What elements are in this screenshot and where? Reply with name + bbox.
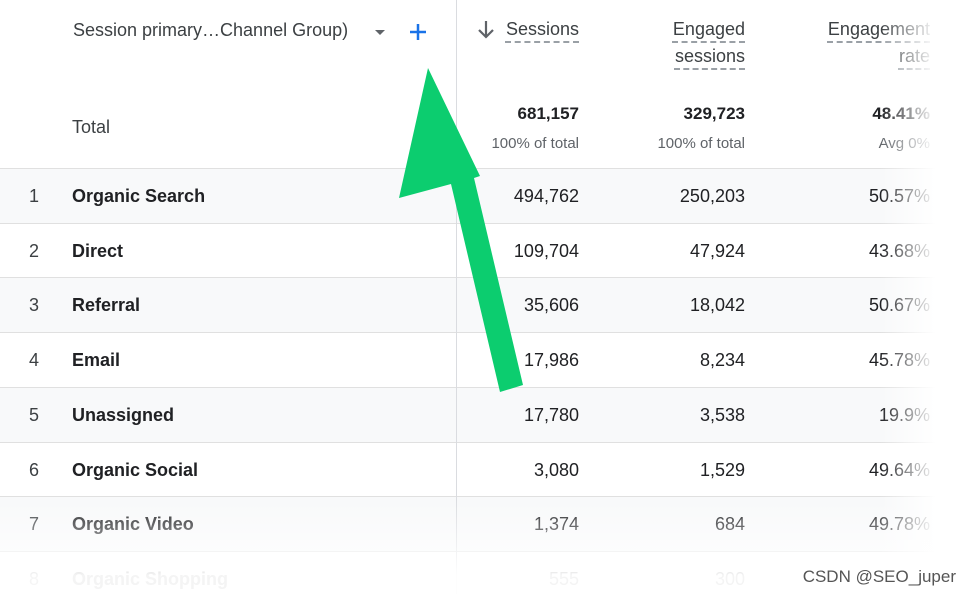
metric-value: 47,924 bbox=[689, 240, 745, 261]
right-fade bbox=[880, 0, 960, 594]
row-index: 3 bbox=[28, 295, 39, 316]
channel-name: Organic Social bbox=[72, 459, 199, 480]
total-value: 681,157 bbox=[517, 104, 579, 123]
sort-icon[interactable] bbox=[476, 18, 498, 42]
row-index: 5 bbox=[28, 404, 39, 425]
metric-value: 17,986 bbox=[523, 350, 579, 371]
watermark: CSDN @SEO_juper bbox=[802, 567, 956, 586]
channel-name: Unassigned bbox=[72, 404, 175, 425]
dropdown-icon[interactable] bbox=[375, 30, 385, 35]
channel-name: Direct bbox=[72, 240, 124, 261]
metric-value: 3,080 bbox=[533, 459, 579, 480]
total-note: 100% of total bbox=[657, 135, 745, 152]
row-index: 6 bbox=[28, 459, 39, 480]
metric-value: 18,042 bbox=[689, 295, 745, 316]
total-note: 100% of total bbox=[491, 135, 579, 152]
add-icon[interactable] bbox=[410, 24, 426, 40]
metric-value: 109,704 bbox=[513, 240, 579, 261]
metric-value: 8,234 bbox=[699, 350, 745, 371]
metric-value: 35,606 bbox=[523, 295, 579, 316]
dimension-header[interactable]: Session primary…Channel Group) bbox=[73, 20, 349, 40]
metric-value: 1,529 bbox=[699, 459, 745, 480]
channel-name: Email bbox=[72, 350, 121, 371]
column-divider bbox=[456, 0, 457, 594]
column-header[interactable]: Engaged sessions bbox=[672, 19, 745, 66]
metric-value: 494,762 bbox=[513, 186, 579, 206]
channel-name: Organic Search bbox=[72, 186, 206, 206]
row-index: 4 bbox=[28, 350, 39, 371]
metric-value: 250,203 bbox=[679, 186, 745, 206]
bottom-fade bbox=[0, 500, 960, 594]
total-label: Total bbox=[72, 117, 111, 137]
metric-value: 17,780 bbox=[523, 404, 579, 425]
row-index: 2 bbox=[28, 240, 39, 261]
row-index: 1 bbox=[28, 186, 39, 206]
metric-value: 3,538 bbox=[699, 404, 745, 425]
column-header[interactable]: Sessions bbox=[505, 19, 579, 39]
header-icons bbox=[375, 24, 426, 40]
channel-name: Referral bbox=[72, 295, 141, 316]
total-value: 329,723 bbox=[683, 104, 745, 123]
